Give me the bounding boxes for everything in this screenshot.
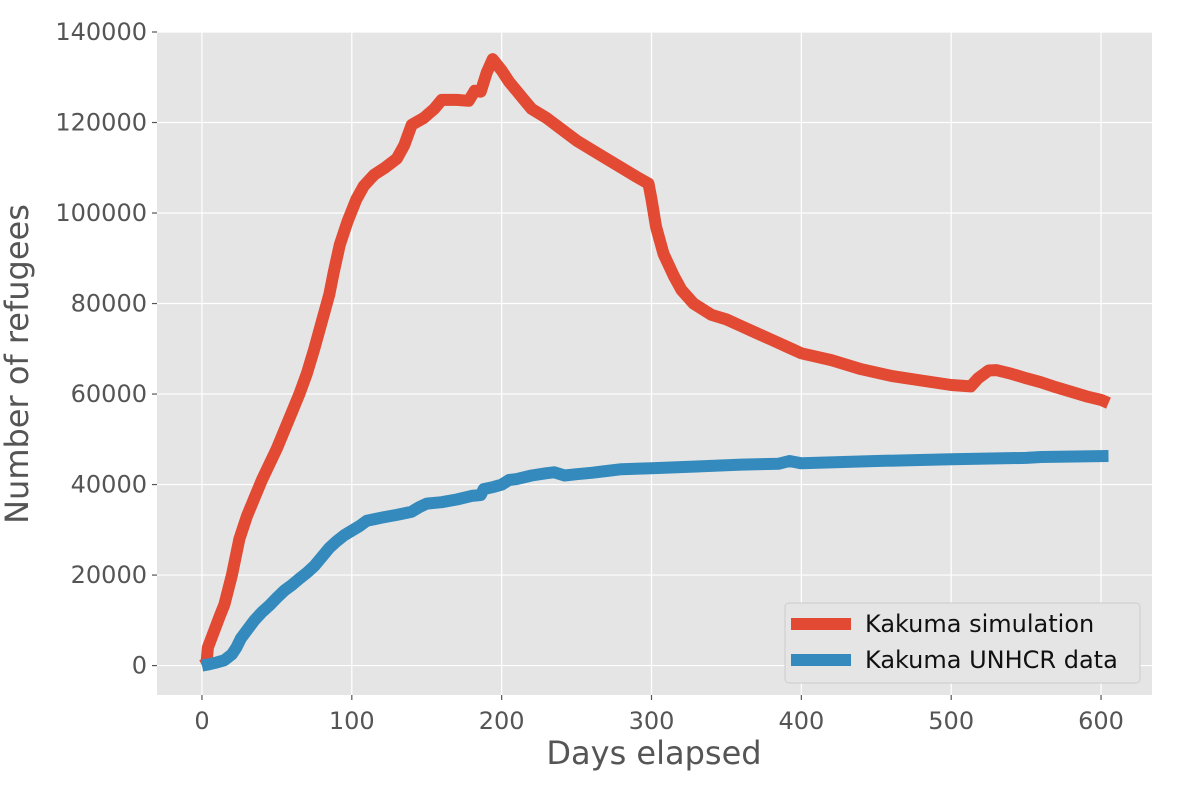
x-tick-label: 300 xyxy=(629,707,675,735)
y-tick-label: 40000 xyxy=(71,471,147,499)
series-line-simulation xyxy=(199,53,1111,671)
x-tick-label: 0 xyxy=(194,707,209,735)
y-tick-label: 140000 xyxy=(55,18,147,46)
grid-lines xyxy=(157,31,1152,695)
legend-label-unhcr: Kakuma UNHCR data xyxy=(865,646,1118,674)
series-line-unhcr xyxy=(200,450,1109,672)
x-tick-label: 600 xyxy=(1078,707,1124,735)
x-axis-label: Days elapsed xyxy=(546,734,761,772)
y-tick-label: 80000 xyxy=(71,290,147,318)
plot-background xyxy=(157,32,1152,695)
legend-label-simulation: Kakuma simulation xyxy=(865,610,1094,638)
x-axis-ticks: 0 100 200 300 400 500 600 xyxy=(194,695,1124,735)
y-tick-label: 20000 xyxy=(71,561,147,589)
legend-box xyxy=(784,602,1141,684)
y-tick-label: 120000 xyxy=(55,109,147,137)
x-tick-label: 500 xyxy=(928,707,974,735)
legend: Kakuma simulation Kakuma UNHCR data xyxy=(784,602,1141,684)
y-axis-label: Number of refugees xyxy=(0,204,36,524)
y-tick-label: 60000 xyxy=(71,380,147,408)
x-tick-label: 200 xyxy=(479,707,525,735)
x-tick-label: 100 xyxy=(329,707,375,735)
y-tick-label: 0 xyxy=(132,652,147,680)
series-layer xyxy=(199,53,1111,672)
x-tick-label: 400 xyxy=(778,707,824,735)
y-axis-ticks: 0 20000 40000 60000 80000 100000 120000 140000 xyxy=(55,18,157,680)
y-tick-label: 100000 xyxy=(55,199,147,227)
